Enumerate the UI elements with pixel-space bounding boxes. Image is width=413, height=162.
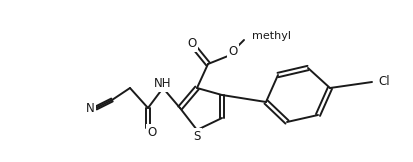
Text: O: O xyxy=(187,37,196,51)
Text: O: O xyxy=(228,46,237,58)
Text: NH: NH xyxy=(154,77,171,91)
Text: O: O xyxy=(147,126,156,139)
Text: N: N xyxy=(85,102,94,115)
Text: methyl: methyl xyxy=(252,31,290,41)
Text: Cl: Cl xyxy=(377,75,389,88)
Text: S: S xyxy=(193,129,200,143)
